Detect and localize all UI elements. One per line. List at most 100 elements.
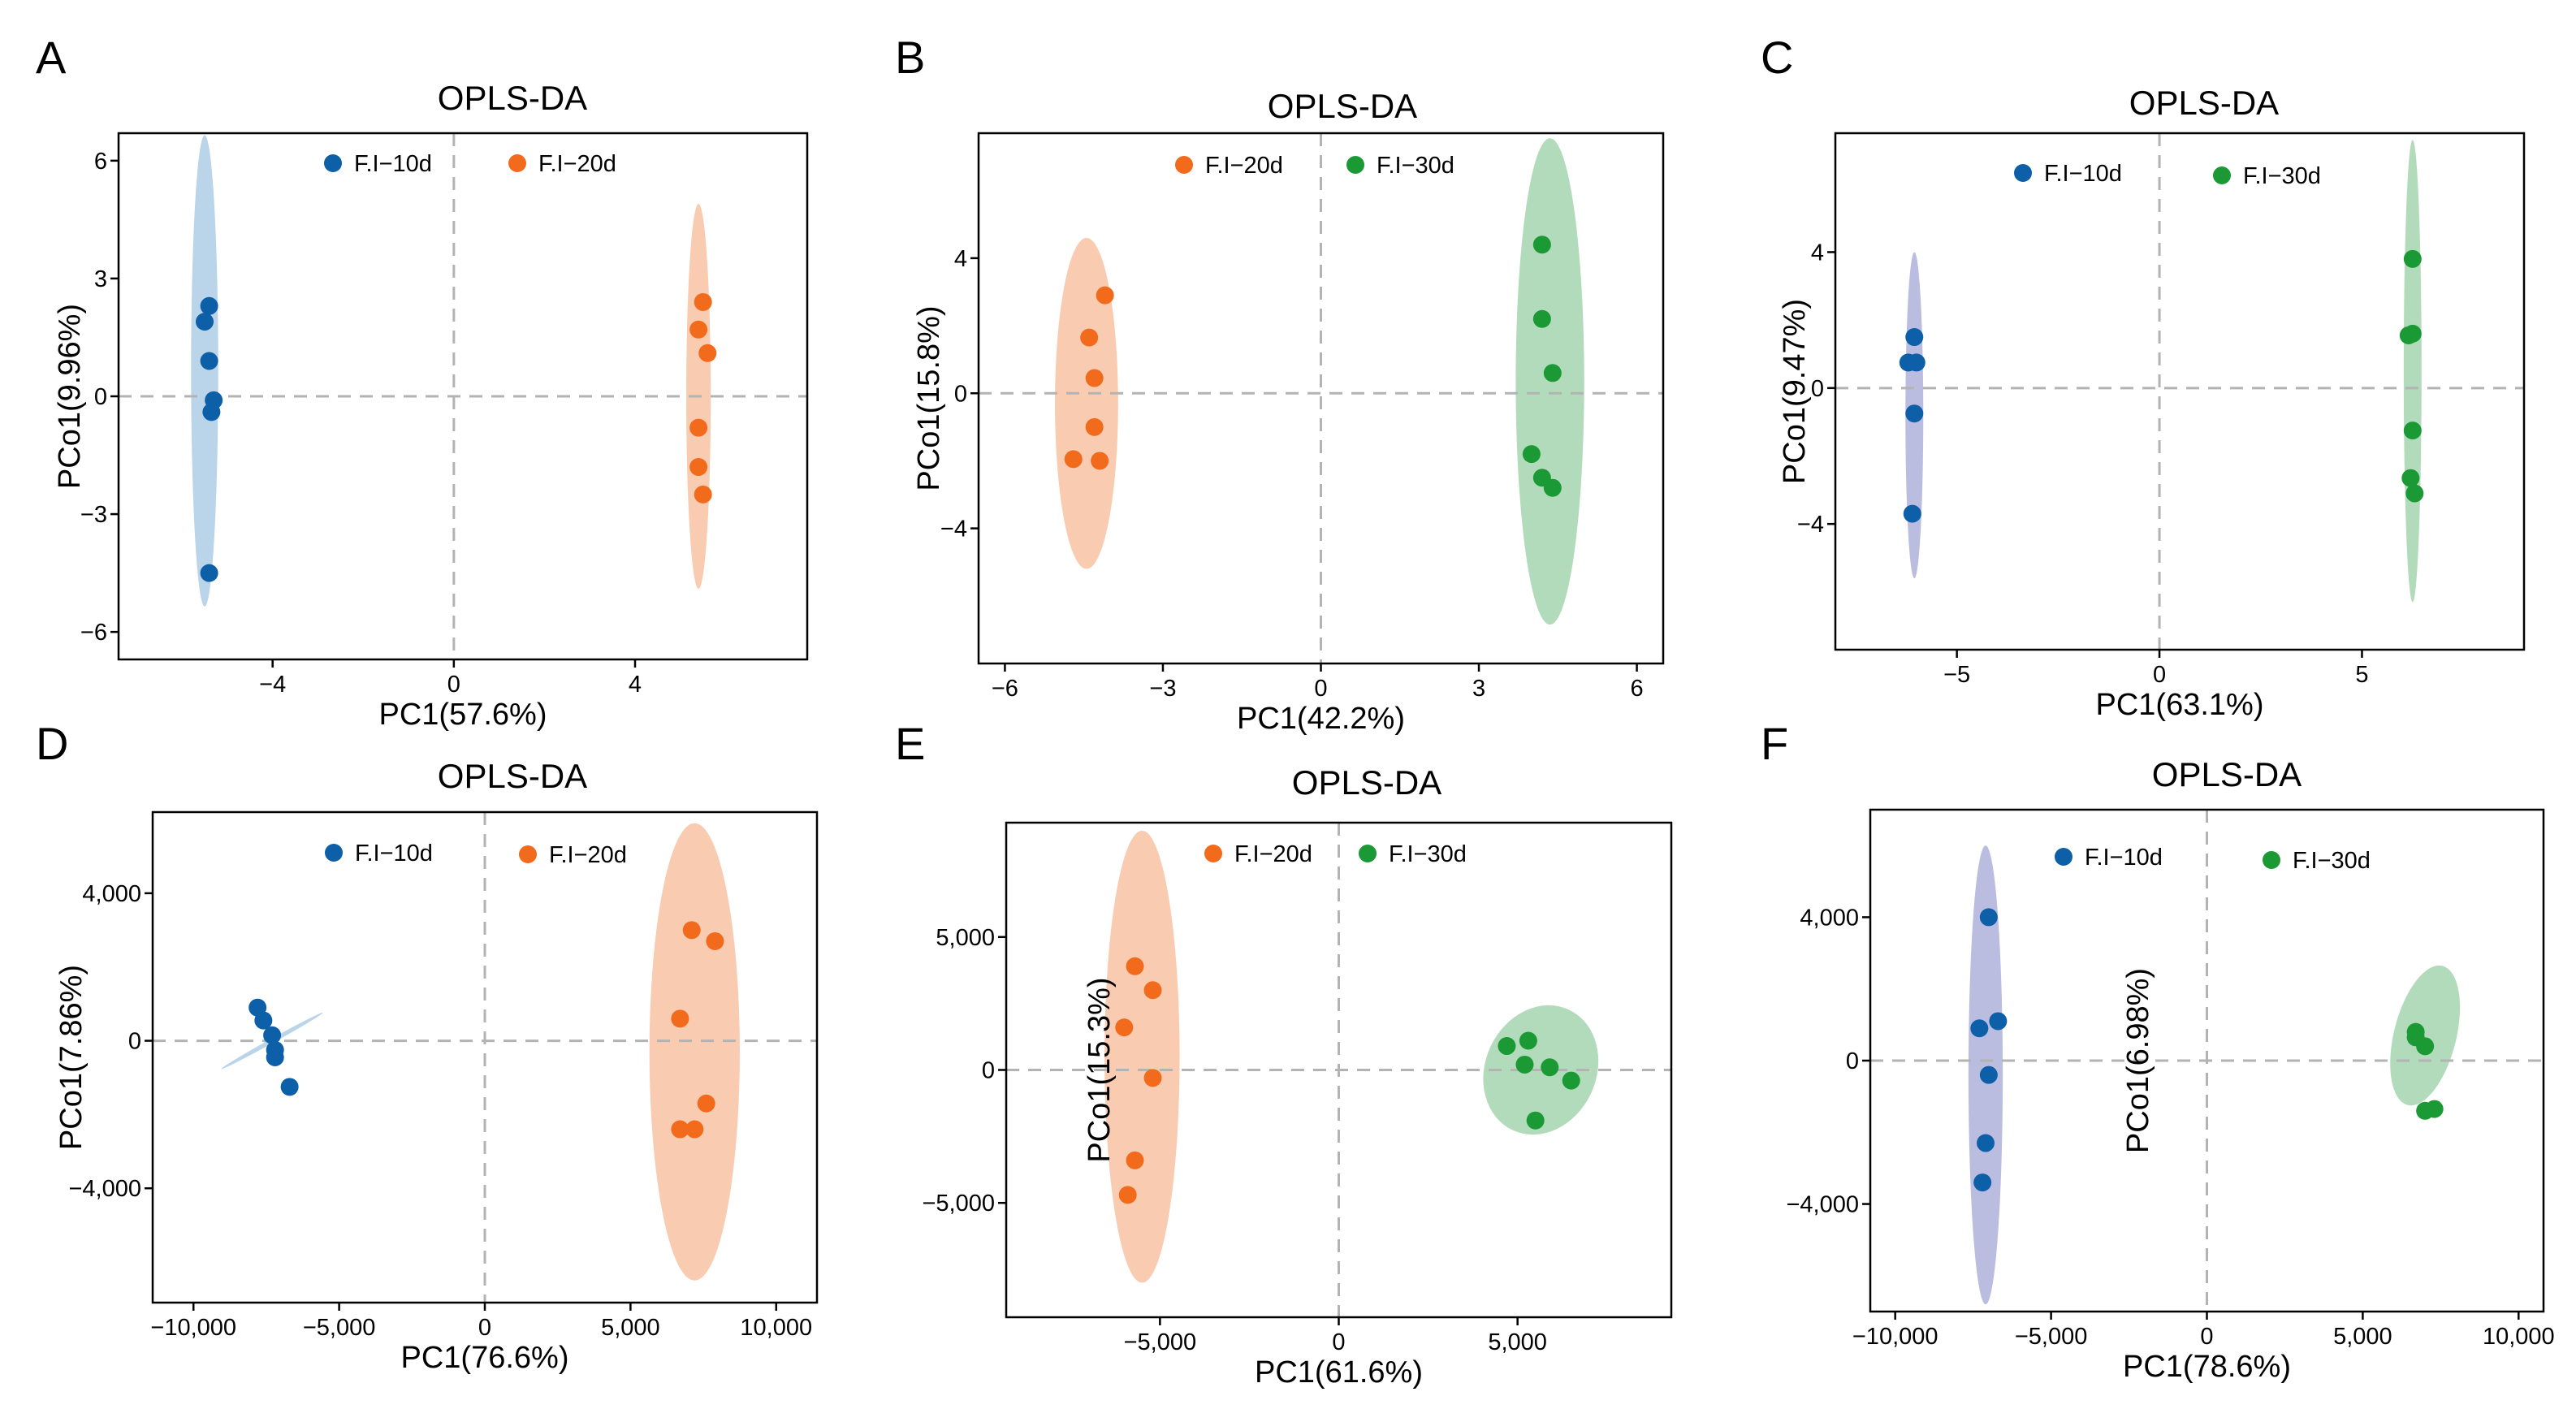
data-point-series-2	[671, 1009, 689, 1028]
legend-marker-series-2	[519, 845, 537, 863]
data-point-series-2	[682, 921, 701, 940]
x-axis-label: PC1(42.2%)	[1237, 702, 1405, 736]
x-tick-label: −6	[992, 676, 1018, 702]
chart-title: OPLS-DA	[438, 79, 587, 117]
data-point-series-2	[2403, 249, 2422, 268]
data-point-series-1	[1085, 417, 1104, 436]
data-point-series-1	[1979, 908, 1998, 927]
confidence-ellipse-series-2	[2403, 140, 2422, 603]
data-point-series-2	[1543, 478, 1562, 497]
y-tick-label: −6	[80, 620, 107, 646]
y-tick-label: −4,000	[1786, 1192, 1859, 1218]
y-tick-label: 4,000	[82, 881, 141, 907]
legend-marker-series-2	[2263, 851, 2280, 869]
panel-letter: B	[895, 32, 925, 83]
x-tick-label: 10,000	[740, 1315, 812, 1341]
x-tick-label: −10,000	[1852, 1324, 1938, 1350]
y-axis-label: PCo1(6.98%)	[2121, 968, 2155, 1153]
data-point-series-2	[2425, 1100, 2444, 1118]
x-axis-label: PC1(57.6%)	[379, 698, 547, 732]
x-tick-label: 5,000	[601, 1315, 660, 1341]
data-point-series-2	[2403, 421, 2422, 440]
confidence-ellipse-series-2	[2390, 965, 2461, 1106]
panel-f: F OPLS-DA −10,000 −5,000 0 5,000 10,000 −4,000 0…	[1761, 718, 2555, 1384]
chart-title: OPLS-DA	[438, 757, 587, 795]
data-point-series-1	[1080, 328, 1099, 347]
data-point-series-1	[1905, 404, 1924, 423]
confidence-ellipse-series-1	[1055, 237, 1118, 569]
y-tick-label: 0	[1811, 376, 1824, 402]
data-point-series-1	[200, 352, 218, 370]
data-point-series-2	[2416, 1037, 2435, 1056]
panel-letter: A	[36, 32, 67, 83]
data-point-series-1	[1970, 1019, 1989, 1038]
data-point-series-2	[1532, 309, 1551, 328]
data-point-series-1	[196, 313, 214, 331]
y-tick-label: 4,000	[1800, 905, 1859, 931]
data-point-series-1	[1973, 1173, 1992, 1192]
data-point-series-1	[1989, 1012, 2008, 1031]
panel-letter: E	[895, 718, 925, 769]
data-point-series-1	[1091, 452, 1109, 470]
x-tick-label: 0	[2200, 1324, 2213, 1350]
x-tick-label: −5,000	[303, 1315, 376, 1341]
data-point-series-1	[1064, 450, 1083, 469]
data-point-series-1	[1115, 1018, 1134, 1037]
x-tick-label: −5,000	[1124, 1329, 1197, 1355]
data-point-series-2	[2401, 469, 2420, 487]
x-axis-label: PC1(63.1%)	[2096, 688, 2264, 722]
legend-marker-series-1	[2055, 848, 2072, 866]
data-point-series-1	[1096, 286, 1114, 305]
y-axis-label: PCo1(15.3%)	[1083, 977, 1117, 1162]
data-point-series-1	[1126, 957, 1144, 975]
data-point-series-2	[1526, 1111, 1545, 1130]
legend-marker-series-2	[1359, 845, 1377, 862]
y-tick-label: 0	[982, 1058, 995, 1084]
confidence-ellipse-series-2	[649, 823, 740, 1281]
data-point-series-2	[697, 1094, 715, 1113]
x-tick-label: −10,000	[150, 1315, 236, 1341]
data-point-series-2	[1562, 1071, 1580, 1090]
x-tick-label: 4	[629, 672, 642, 698]
panel-b: B OPLS-DA −6 −3 0 3 6 −4 0 4 PC1(42.2%) PCo1(15.8%)…	[895, 32, 1665, 736]
x-tick-label: 5,000	[2333, 1324, 2392, 1350]
legend-label-series-2: F.I−20d	[538, 151, 616, 177]
confidence-ellipse-series-1	[1104, 830, 1180, 1283]
legend-marker-series-1	[324, 154, 342, 172]
y-tick-label: −4	[940, 516, 967, 542]
x-tick-label: 0	[478, 1315, 491, 1341]
data-point-series-1	[1085, 369, 1104, 387]
data-point-series-1	[1143, 981, 1162, 1000]
data-point-series-1	[280, 1078, 299, 1096]
data-point-series-2	[2405, 484, 2424, 503]
y-tick-label: 0	[954, 381, 967, 407]
data-point-series-2	[689, 418, 708, 437]
x-tick-label: 0	[1332, 1329, 1345, 1355]
panel-letter: C	[1761, 32, 1793, 83]
x-tick-label: 0	[1314, 676, 1327, 702]
chart-title: OPLS-DA	[1292, 763, 1441, 802]
legend-label-series-1: F.I−20d	[1205, 153, 1283, 179]
x-tick-label: 5,000	[1488, 1329, 1547, 1355]
x-tick-label: 10,000	[2483, 1324, 2555, 1350]
data-point-series-1	[266, 1048, 284, 1066]
data-point-series-1	[1907, 353, 1926, 372]
legend-label-series-1: F.I−20d	[1234, 841, 1312, 867]
x-tick-label: 3	[1472, 676, 1485, 702]
y-tick-label: 5,000	[936, 925, 995, 951]
data-point-series-2	[689, 458, 708, 477]
legend-marker-series-2	[2213, 166, 2231, 184]
y-axis-label: PCo1(15.8%)	[912, 305, 946, 491]
data-point-series-2	[685, 1120, 704, 1139]
legend-label-series-2: F.I−30d	[2243, 163, 2321, 189]
plot-frame	[1834, 132, 2526, 651]
x-tick-label: −4	[259, 672, 286, 698]
y-tick-label: 4	[1811, 240, 1824, 266]
legend-marker-series-1	[1204, 845, 1222, 862]
x-tick-label: 5	[2355, 662, 2368, 688]
panel-letter: D	[36, 718, 68, 769]
data-point-series-2	[694, 485, 712, 504]
y-tick-label: −3	[80, 502, 107, 528]
data-point-series-1	[1118, 1186, 1137, 1204]
y-tick-label: 4	[954, 246, 967, 272]
